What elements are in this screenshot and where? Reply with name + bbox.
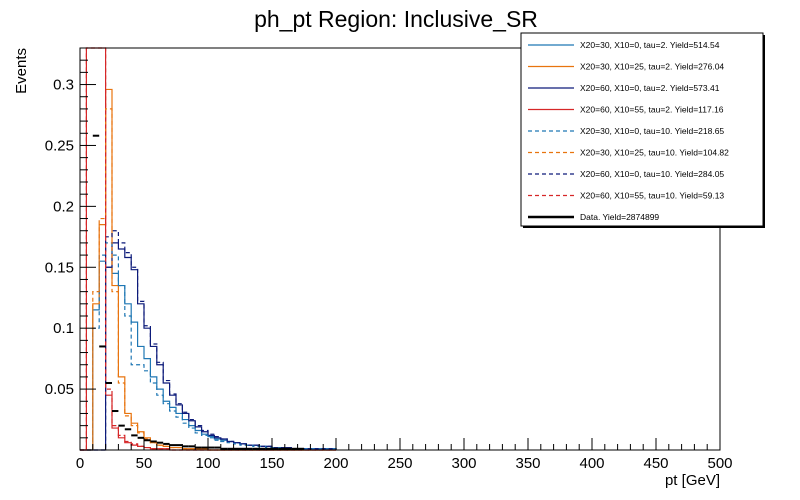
legend-label: X20=30, X10=25, tau=2. Yield=276.04 <box>580 62 724 72</box>
y-tick-label: 0.05 <box>45 381 74 398</box>
legend-label: X20=30, X10=25, tau=10. Yield=104.82 <box>580 148 729 158</box>
x-tick-label: 300 <box>451 455 476 472</box>
x-tick-label: 0 <box>76 455 84 472</box>
histogram-series-5 <box>80 108 336 451</box>
x-tick-label: 150 <box>259 455 284 472</box>
x-axis-title: pt [GeV] <box>665 472 720 489</box>
y-tick-label: 0.2 <box>53 198 74 215</box>
x-tick-label: 250 <box>387 455 412 472</box>
x-tick-label: 400 <box>579 455 604 472</box>
y-tick-label: 0.3 <box>53 77 74 94</box>
x-tick-label: 50 <box>136 455 153 472</box>
legend-label: X20=60, X10=55, tau=10. Yield=59.13 <box>580 191 724 201</box>
legend-label: X20=60, X10=55, tau=2. Yield=117.16 <box>580 105 724 115</box>
legend-label: Data. Yield=2874899 <box>580 212 659 222</box>
y-tick-label: 0.15 <box>45 259 74 276</box>
x-tick-label: 500 <box>707 455 732 472</box>
histogram-series-6 <box>80 230 337 451</box>
chart-title: ph_pt Region: Inclusive_SR <box>254 6 538 32</box>
data-points-layer <box>92 134 304 450</box>
histogram-series-7 <box>80 47 336 451</box>
legend-label: X20=60, X10=0, tau=10. Yield=284.05 <box>580 169 724 179</box>
y-tick-label: 0.1 <box>53 320 74 337</box>
legend-label: X20=60, X10=0, tau=2. Yield=573.41 <box>580 83 720 93</box>
y-axis-title: Events <box>13 48 30 94</box>
x-tick-label: 450 <box>643 455 668 472</box>
x-tick-label: 200 <box>323 455 348 472</box>
x-tick-label: 100 <box>195 455 220 472</box>
legend-box <box>520 32 764 227</box>
x-tick-label: 350 <box>515 455 540 472</box>
legend-label: X20=30, X10=0, tau=2. Yield=514.54 <box>580 40 720 50</box>
axes-layer: 0 50 100 150 200 250 300 350 400 450 500 0.05 0.1 0.1… <box>45 59 733 472</box>
y-tick-label: 0.25 <box>45 137 74 154</box>
legend: X20=30, X10=0, tau=2. Yield=514.54 X20=30… <box>520 32 765 228</box>
legend-label: X20=30, X10=0, tau=10. Yield=218.65 <box>580 126 724 136</box>
